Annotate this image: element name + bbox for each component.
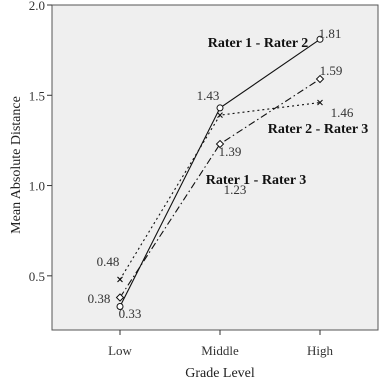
y-tick-label: 1.0 [29, 179, 45, 194]
data-label: 1.46 [331, 105, 354, 120]
y-tick-label: 2.0 [29, 0, 45, 13]
data-point-circle [116, 303, 124, 311]
series-rater2-rater3 [117, 99, 323, 283]
data-label: 1.43 [197, 88, 220, 103]
data-label: 1.59 [320, 63, 343, 78]
x-tick-label: Low [108, 343, 132, 358]
x-tick-label: Middle [201, 343, 239, 358]
series-name-label: Rater 1 - Rater 3 [206, 173, 307, 188]
y-axis-title: Mean Absolute Distance [9, 96, 24, 234]
series-layer [115, 35, 325, 311]
data-label: 0.33 [119, 306, 142, 321]
data-label: 1.81 [319, 26, 342, 41]
x-axis: Low Middle High [108, 330, 334, 358]
data-point-x [217, 112, 223, 119]
data-label: 0.38 [88, 291, 111, 306]
data-point-diamond [215, 139, 225, 149]
series-rater1-rater3 [115, 74, 325, 302]
y-axis: 0.5 1.0 1.5 2.0 [29, 0, 52, 284]
series-rater1-rater2 [116, 35, 324, 311]
data-label: 1.39 [219, 144, 242, 159]
data-label: 0.48 [97, 254, 120, 269]
data-point-diamond [115, 293, 125, 302]
data-label: 1.23 [224, 182, 247, 197]
data-label-layer: 0.33 1.43 1.81 0.48 1.39 1.46 0.38 1.23 1.59 Rate… [88, 26, 369, 321]
x-tick-label: High [307, 343, 334, 358]
series-line [119, 78, 321, 298]
data-point-x [317, 99, 323, 106]
y-tick-label: 0.5 [29, 269, 45, 284]
data-point-circle [316, 35, 324, 43]
plot-area [51, 4, 379, 331]
series-name-label: Rater 2 - Rater 3 [268, 122, 369, 137]
y-tick-label: 1.5 [29, 88, 45, 103]
x-axis-title: Grade Level [185, 366, 255, 381]
series-name-label: Rater 1 - Rater 2 [208, 36, 309, 51]
data-point-x [117, 276, 123, 283]
data-point-circle [216, 104, 224, 112]
data-point-diamond [315, 74, 325, 84]
